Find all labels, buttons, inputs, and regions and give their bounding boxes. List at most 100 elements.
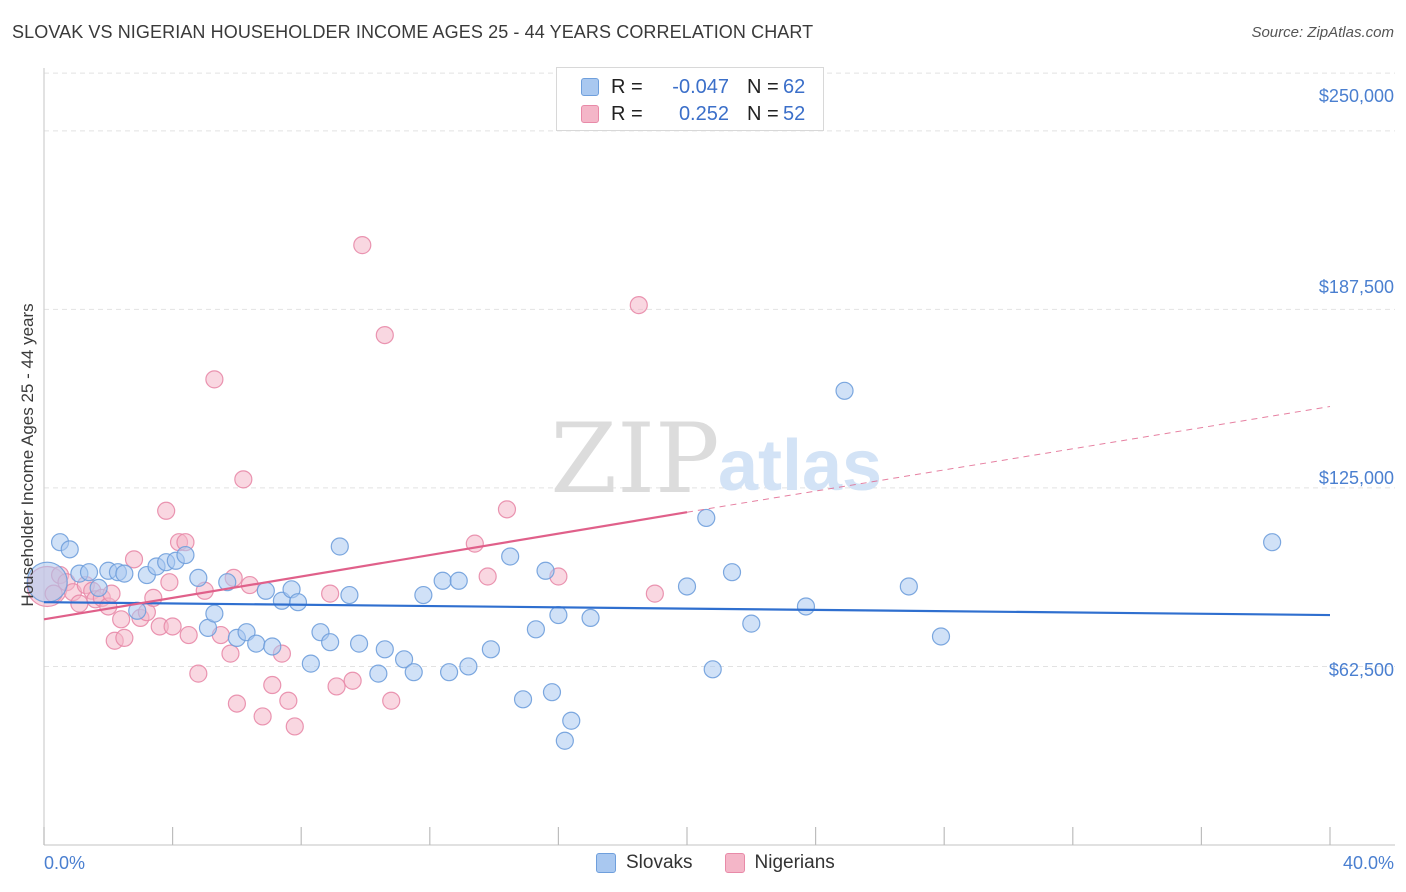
slovak-point <box>481 640 500 659</box>
slovak-point <box>835 381 854 400</box>
nigerian-point <box>160 573 179 592</box>
slovak-point <box>536 561 555 580</box>
slovak-point <box>256 581 275 600</box>
correlation-legend: R = -0.047 N = 62 R = 0.252 N = 52 <box>556 67 824 131</box>
slovak-point <box>349 634 369 653</box>
nigerian-legend-swatch <box>724 853 745 873</box>
y-tick-label-250000: $250,000 <box>1318 86 1394 106</box>
slovak-point <box>526 620 545 639</box>
slovak-point <box>89 578 108 598</box>
slovak-point <box>1263 533 1282 552</box>
slovak-point <box>340 585 359 605</box>
slovak-point <box>742 614 761 633</box>
nigerian-point <box>478 567 497 586</box>
slovak-point <box>288 593 308 612</box>
nigerian-point <box>285 717 304 736</box>
nigerian-point <box>375 325 394 345</box>
source-label: Source: ZipAtlas.com <box>1251 24 1394 41</box>
nigerian-point <box>205 370 224 389</box>
legend-label-nigerians: Nigerians <box>754 852 835 873</box>
nigerian-point <box>124 550 144 569</box>
slovak-point <box>369 664 388 683</box>
trend-lines <box>43 406 1331 621</box>
slovak-swatch <box>581 78 599 96</box>
n-label: N = <box>747 75 779 98</box>
y-tick-label-125000: $125,000 <box>1318 468 1394 488</box>
slovak-point <box>433 571 452 590</box>
slovak-point <box>677 577 697 596</box>
slovak-point <box>796 597 816 616</box>
slovak-point <box>501 547 520 566</box>
nigerian-point <box>497 500 517 519</box>
slovak-point <box>263 637 282 656</box>
watermark: ZIP atlas <box>550 403 882 515</box>
legend-item-slovaks[interactable]: Slovaks <box>596 852 693 874</box>
slovak-point <box>404 663 423 682</box>
slovak-point <box>581 608 600 627</box>
slovak-point <box>321 633 340 652</box>
series-legend: Slovaks Nigerians <box>596 852 867 874</box>
y-axis-label: Householder Income Ages 25 - 44 years <box>18 303 37 607</box>
slovak-point <box>555 731 574 750</box>
slovak-legend-swatch <box>596 853 616 873</box>
slovak-point <box>301 654 320 673</box>
legend-row-nigerians: R = 0.252 N = 52 <box>581 101 805 127</box>
n-value: 52 <box>783 102 806 125</box>
slovak-point <box>330 537 349 556</box>
nigerian-point <box>263 675 282 695</box>
nigerian-point <box>279 691 298 710</box>
slovak-point <box>439 663 459 682</box>
nigerian-trend-extension <box>686 406 1331 513</box>
nigerian-point <box>157 501 176 520</box>
n-value: 62 <box>783 75 806 98</box>
slovak-point <box>899 577 918 596</box>
slovak-point <box>394 650 414 669</box>
slovak-point <box>931 627 951 646</box>
nigerian-point <box>327 677 346 696</box>
data-points <box>26 236 1282 750</box>
r-label: R = <box>611 75 643 98</box>
r-value: -0.047 <box>672 75 729 98</box>
nigerian-point <box>353 236 372 255</box>
nigerian-point <box>163 617 182 636</box>
r-label: R = <box>611 102 643 125</box>
nigerian-point <box>382 691 401 710</box>
slovak-point <box>189 568 208 588</box>
watermark-atlas: atlas <box>718 426 882 506</box>
legend-item-nigerians[interactable]: Nigerians <box>724 852 835 874</box>
nigerian-point <box>179 625 198 645</box>
nigerian-point <box>234 470 253 489</box>
nigerian-point <box>221 644 240 663</box>
slovak-point <box>449 571 468 590</box>
nigerian-point <box>189 664 208 683</box>
y-tick-label-62500: $62,500 <box>1328 660 1394 680</box>
nigerian-point <box>343 671 362 690</box>
nigerian-point <box>227 694 246 713</box>
slovak-point <box>115 564 134 583</box>
nigerian-point <box>112 610 131 629</box>
slovak-point <box>703 660 722 679</box>
x-tick-label-min: 0.0% <box>44 853 86 873</box>
nigerian-point <box>321 584 340 603</box>
x-tick-label-max: 40.0% <box>1342 853 1394 873</box>
nigerian-point <box>629 295 648 315</box>
slovak-point <box>414 585 433 605</box>
slovak-point <box>79 563 99 582</box>
r-value: 0.252 <box>678 102 729 125</box>
nigerian-point <box>645 584 664 603</box>
watermark-zip: ZIP <box>550 403 719 515</box>
n-label: N = <box>747 102 779 125</box>
slovak-point <box>513 690 533 709</box>
y-tick-label-187500: $187,500 <box>1318 277 1394 297</box>
axes <box>43 68 1395 846</box>
slovak-point <box>542 683 562 702</box>
slovak-point <box>247 634 266 653</box>
slovak-point <box>218 573 237 592</box>
slovak-point <box>459 657 478 676</box>
slovak-point <box>697 508 716 528</box>
slovak-point <box>176 545 195 565</box>
slovak-point <box>60 540 79 559</box>
slovak-point <box>205 604 224 623</box>
legend-row-slovaks: R = -0.047 N = 62 <box>581 74 805 100</box>
